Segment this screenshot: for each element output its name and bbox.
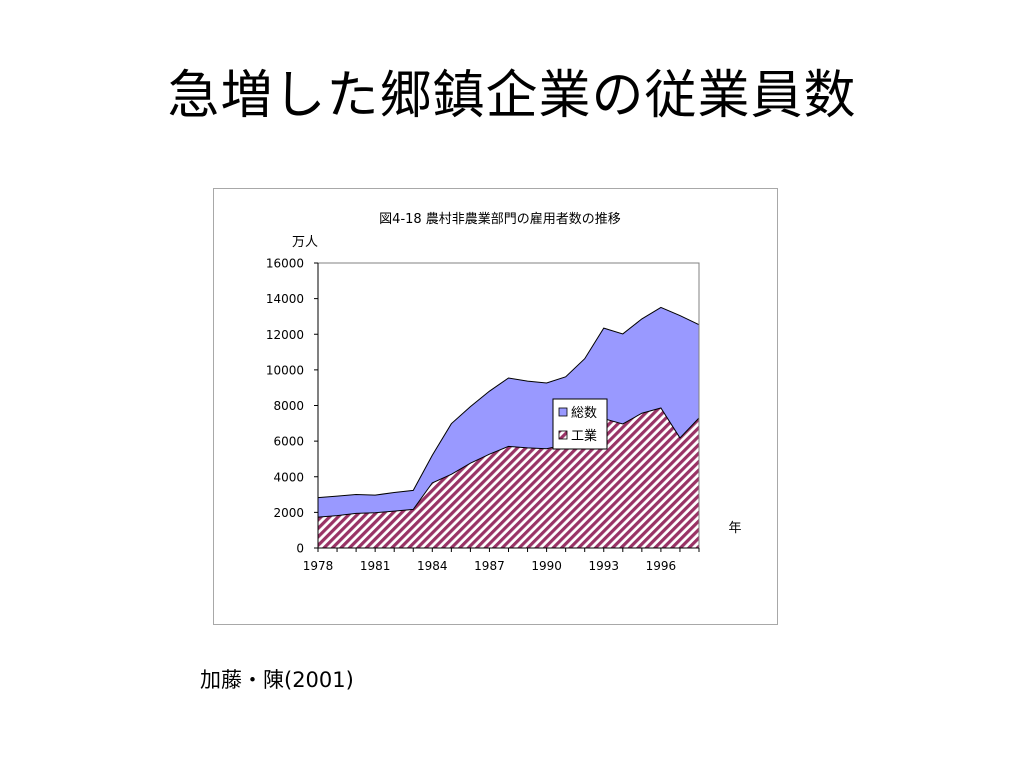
legend-box xyxy=(552,398,608,450)
y-axis-unit-label: 万人 xyxy=(292,235,318,250)
legend-label: 総数 xyxy=(571,406,597,421)
y-tick-label: 8000 xyxy=(273,399,304,413)
x-tick-label: 1978 xyxy=(303,559,334,573)
legend-swatch xyxy=(558,407,568,417)
slide-title: 急増した郷鎮企業の従業員数 xyxy=(167,66,857,126)
y-tick-label: 0 xyxy=(296,542,304,556)
chart-title: 図4-18 農村非農業部門の雇用者数の推移 xyxy=(379,211,621,227)
y-tick-label: 10000 xyxy=(266,363,304,377)
x-tick-label: 1981 xyxy=(360,559,391,573)
y-tick-label: 4000 xyxy=(273,470,304,484)
y-tick-label: 2000 xyxy=(273,506,304,520)
area-chart: 図4-18 農村非農業部門の雇用者数の推移 万人 年 0 2000 4000 6000… xyxy=(266,211,742,573)
x-tick-label: 1987 xyxy=(474,559,505,573)
x-axis-unit-label: 年 xyxy=(728,521,741,536)
x-tick-label: 1984 xyxy=(417,559,448,573)
y-tick-label: 6000 xyxy=(273,435,304,449)
source-citation: 加藤・陳(2001) xyxy=(200,668,354,692)
chart-frame: 図4-18 農村非農業部門の雇用者数の推移 万人 年 0 2000 4000 6000… xyxy=(213,188,778,625)
area-series-1-outline xyxy=(317,306,700,499)
x-tick-label: 1993 xyxy=(588,559,619,573)
y-tick-label: 14000 xyxy=(266,292,304,306)
area-series-2-outline xyxy=(317,407,700,518)
y-tick-label: 16000 xyxy=(266,257,304,271)
legend-label: 工業 xyxy=(571,428,597,444)
y-tick-label: 12000 xyxy=(266,328,304,342)
legend-swatch xyxy=(558,430,568,440)
x-tick-label: 1996 xyxy=(646,559,677,573)
x-tick-label: 1990 xyxy=(531,559,562,573)
